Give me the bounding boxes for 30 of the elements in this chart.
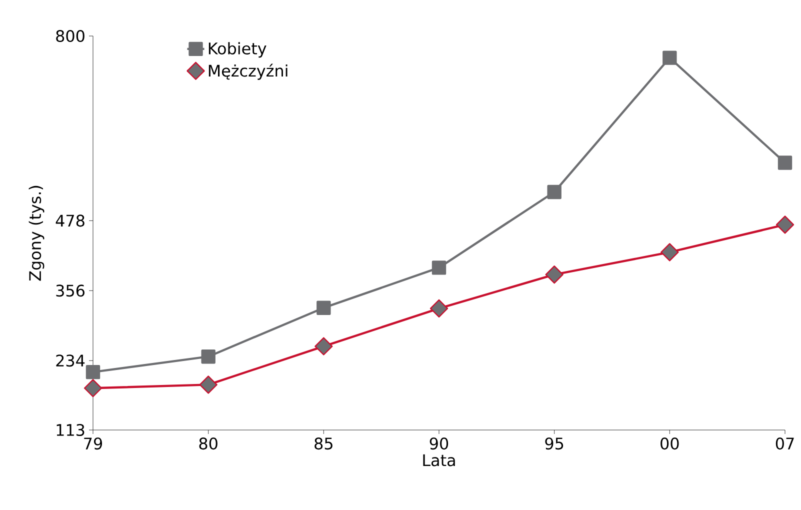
x-tick-label: 79 bbox=[84, 438, 102, 450]
point bbox=[778, 156, 792, 170]
x-tick-label: 80 bbox=[199, 438, 218, 450]
y-axis-title: Zgony (tys.) bbox=[28, 186, 44, 281]
y-tick-label: 234 bbox=[56, 354, 85, 367]
point bbox=[430, 299, 448, 318]
x-tick-label: 90 bbox=[430, 438, 448, 450]
y-tick-label: 478 bbox=[56, 214, 84, 227]
legend-label: Kobiety bbox=[208, 42, 266, 58]
point bbox=[776, 216, 794, 234]
x-tick-label: 95 bbox=[545, 438, 564, 450]
y-tick-label: 356 bbox=[56, 284, 84, 297]
point bbox=[547, 184, 562, 200]
y-tick-label: 800 bbox=[56, 30, 84, 42]
point bbox=[314, 337, 333, 356]
point bbox=[84, 379, 102, 398]
x-tick-label: 85 bbox=[314, 438, 332, 450]
point bbox=[662, 50, 677, 65]
x-tick-label: 00 bbox=[660, 438, 679, 450]
point bbox=[432, 260, 446, 275]
point bbox=[545, 265, 564, 284]
point bbox=[660, 243, 679, 262]
y-tick-label: 113 bbox=[56, 424, 84, 436]
point bbox=[199, 376, 218, 394]
point bbox=[201, 349, 216, 364]
point bbox=[316, 300, 331, 315]
point bbox=[86, 364, 100, 380]
x-axis-title: Lata bbox=[423, 454, 455, 466]
legend-label: Mężczyźni bbox=[208, 64, 288, 80]
x-tick-label: 07 bbox=[776, 438, 794, 450]
